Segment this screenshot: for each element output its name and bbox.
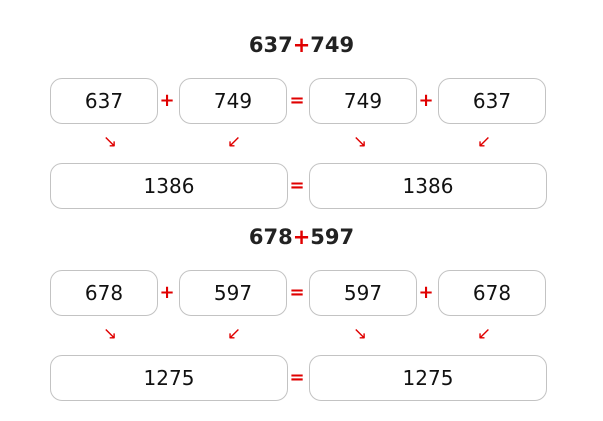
- right-addend-b-box: 637: [438, 78, 546, 124]
- left-addend-a-box: 637: [50, 78, 158, 124]
- right-addend-a-box: 597: [309, 270, 417, 316]
- arrow-down-left-icon: ↙: [476, 132, 492, 152]
- arrow-down-left-icon: ↙: [226, 324, 242, 344]
- problem-title: 678+597: [0, 222, 603, 252]
- left-sum-box: 1386: [50, 163, 288, 209]
- arrow-down-right-icon: ↘: [102, 324, 118, 344]
- title-plus-sign: +: [292, 33, 311, 57]
- arrow-down-right-icon: ↘: [352, 132, 368, 152]
- left-addend-b-box: 749: [179, 78, 287, 124]
- top-equals-sign: =: [289, 90, 305, 111]
- right-plus-sign: +: [418, 90, 434, 111]
- right-sum-box: 1386: [309, 163, 547, 209]
- right-addend-b-box: 678: [438, 270, 546, 316]
- title-operand-b: 749: [310, 33, 355, 57]
- left-addend-a-box: 678: [50, 270, 158, 316]
- right-plus-sign: +: [418, 282, 434, 303]
- problem-title: 637+749: [0, 30, 603, 60]
- left-plus-sign: +: [159, 282, 175, 303]
- left-addend-b-box: 597: [179, 270, 287, 316]
- title-operand-a: 678: [248, 225, 293, 249]
- left-plus-sign: +: [159, 90, 175, 111]
- problem-1: 637+749 637 + 749 = 749 + 637 ↘ ↙ ↘ ↙ 13…: [0, 20, 603, 210]
- top-equals-sign: =: [289, 282, 305, 303]
- bottom-equals-sign: =: [289, 175, 305, 196]
- title-plus-sign: +: [292, 225, 311, 249]
- arrow-down-left-icon: ↙: [226, 132, 242, 152]
- right-sum-box: 1275: [309, 355, 547, 401]
- title-operand-a: 637: [248, 33, 293, 57]
- right-addend-a-box: 749: [309, 78, 417, 124]
- problem-2: 678+597 678 + 597 = 597 + 678 ↘ ↙ ↘ ↙ 12…: [0, 212, 603, 402]
- arrow-down-left-icon: ↙: [476, 324, 492, 344]
- left-sum-box: 1275: [50, 355, 288, 401]
- title-operand-b: 597: [310, 225, 355, 249]
- arrow-down-right-icon: ↘: [352, 324, 368, 344]
- arrow-down-right-icon: ↘: [102, 132, 118, 152]
- bottom-equals-sign: =: [289, 367, 305, 388]
